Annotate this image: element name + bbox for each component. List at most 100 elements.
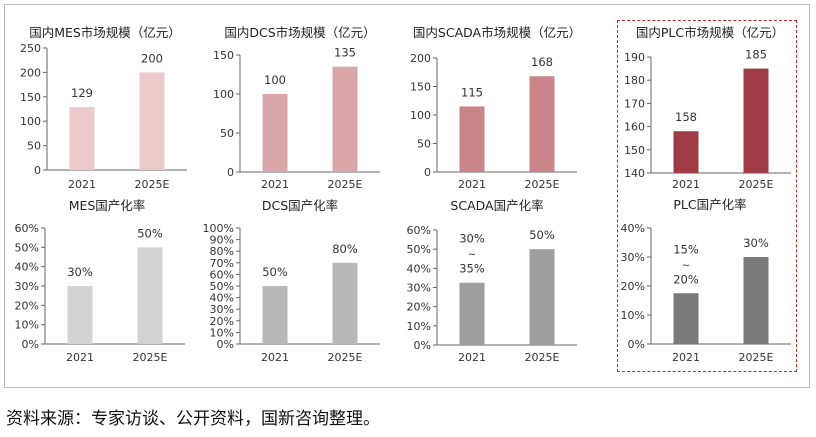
chart-1-bar-2 [139, 72, 165, 170]
chart-8-title: PLC国产化率 [673, 197, 746, 212]
chart-1-data-label: 129 [71, 86, 93, 100]
chart-5-bar-2 [137, 247, 163, 344]
chart-4-y-tick-label: 180 [624, 74, 645, 87]
chart-6-category-label: 2025E [328, 351, 363, 364]
source-note: 资料来源：专家访谈、公开资料，国新咨询整理。 [6, 409, 380, 429]
chart-3-bar-2 [529, 76, 555, 172]
chart-2-y-tick-label: 150 [213, 49, 234, 62]
chart-7-bar-2 [529, 249, 555, 345]
chart-7-data-label: ~ [468, 250, 476, 261]
chart-5-title: MES国产化率 [69, 198, 146, 213]
chart-8-bar-1 [673, 293, 699, 344]
chart-3-data-label: 115 [461, 85, 483, 99]
chart-2-category-label: 2021 [261, 178, 289, 191]
chart-5-y-tick-label: 30% [15, 280, 39, 293]
chart-1-y-tick-label: 50 [27, 140, 41, 153]
chart-5-y-tick-label: 20% [15, 299, 39, 312]
chart-6-y-tick-label: 60% [210, 268, 234, 281]
chart-2-bar-2 [332, 66, 358, 172]
charts-canvas: 国内MES市场规模（亿元） 0 50 100 150 200 250 2021 129 2025E… [15, 25, 791, 364]
chart-6-y-tick-label: 10% [210, 326, 234, 339]
chart-4-y-tick-label: 140 [624, 167, 645, 180]
chart-6-y-tick-label: 90% [210, 234, 234, 247]
plc-highlight-box [617, 20, 797, 372]
chart-1-y-tick-label: 150 [20, 91, 41, 104]
chart-4-bar-1 [673, 131, 699, 173]
chart-7-y-tick-label: 50% [407, 243, 431, 256]
chart-6-title: DCS国产化率 [262, 198, 338, 213]
chart-4-y-tick-label: 190 [624, 51, 645, 64]
chart-4-category-label: 2021 [672, 178, 700, 191]
chart-6-y-tick-label: 0% [217, 338, 234, 351]
chart-3-title: 国内SCADA市场规模（亿元） [413, 25, 581, 40]
chart-4-bar-2 [743, 68, 769, 173]
chart-3-y-tick-label: 150 [410, 81, 431, 94]
chart-8-data-label: 20% [673, 272, 699, 286]
chart-7-data-label: 30% [459, 232, 485, 246]
chart-2-y-tick-label: 100 [213, 88, 234, 101]
chart-5-y-tick-label: 60% [15, 222, 39, 235]
chart-6-y-tick-label: 30% [210, 303, 234, 316]
chart-6-data-label: 80% [332, 242, 358, 256]
chart-frame [4, 4, 810, 388]
chart-8-bar-2 [743, 257, 769, 344]
chart-5-category-label: 2021 [66, 351, 94, 364]
chart-7-category-label: 2021 [458, 351, 486, 364]
chart-2-category-label: 2025E [328, 178, 363, 191]
chart-5-y-tick-label: 40% [15, 261, 39, 274]
chart-6-y-tick-label: 70% [210, 257, 234, 270]
chart-1-y-tick-label: 200 [20, 66, 41, 79]
chart-7-data-label: 50% [529, 228, 555, 242]
chart-8-data-label: 15% [673, 242, 699, 256]
chart-1-y-tick-label: 100 [20, 115, 41, 128]
chart-3-bar-1 [459, 106, 485, 172]
chart-8-category-label: 2025E [739, 351, 774, 364]
chart-5-category-label: 2025E [133, 351, 168, 364]
chart-3-category-label: 2025E [525, 178, 560, 191]
chart-4-category-label: 2025E [739, 178, 774, 191]
chart-5-bar-1 [67, 286, 93, 344]
chart-3-y-tick-label: 0 [424, 166, 431, 179]
chart-1-category-label: 2025E [135, 178, 170, 191]
chart-8-y-tick-label: 20% [621, 280, 645, 293]
chart-2-y-tick-label: 50 [220, 127, 234, 140]
chart-6-y-tick-label: 100% [203, 222, 234, 235]
chart-4-y-tick-label: 150 [624, 144, 645, 157]
chart-2-y-tick-label: 0 [227, 166, 234, 179]
chart-3-y-tick-label: 50 [417, 138, 431, 151]
chart-7-y-tick-label: 40% [407, 262, 431, 275]
chart-5-y-tick-label: 50% [15, 241, 39, 254]
chart-3-data-label: 168 [531, 55, 553, 69]
chart-3-category-label: 2021 [458, 178, 486, 191]
chart-1-y-tick-label: 250 [20, 42, 41, 55]
chart-8-category-label: 2021 [672, 351, 700, 364]
chart-7-y-tick-label: 20% [407, 301, 431, 314]
chart-5-data-label: 30% [67, 265, 93, 279]
chart-2-title: 国内DCS市场规模（亿元） [224, 25, 375, 40]
chart-6-y-tick-label: 20% [210, 315, 234, 328]
chart-6-bar-2 [332, 262, 358, 344]
chart-7-y-tick-label: 10% [407, 320, 431, 333]
chart-1-bar-1 [69, 107, 95, 170]
chart-1-y-tick-label: 0 [34, 164, 41, 177]
chart-1-category-label: 2021 [68, 178, 96, 191]
chart-7-y-tick-label: 30% [407, 282, 431, 295]
chart-4-data-label: 185 [745, 48, 767, 62]
chart-2-data-label: 100 [264, 73, 286, 87]
chart-5-y-tick-label: 0% [22, 338, 39, 351]
chart-8-data-label: 30% [743, 236, 769, 250]
chart-3-y-tick-label: 200 [410, 52, 431, 65]
chart-3-y-tick-label: 100 [410, 109, 431, 122]
chart-7-data-label: 35% [459, 262, 485, 276]
chart-7-category-label: 2025E [525, 351, 560, 364]
chart-6-data-label: 50% [262, 265, 288, 279]
chart-1-title: 国内MES市场规模（亿元） [29, 25, 181, 40]
chart-1-data-label: 200 [141, 51, 163, 65]
chart-7-y-tick-label: 0% [414, 339, 431, 352]
chart-8-y-tick-label: 40% [621, 222, 645, 235]
chart-2-data-label: 135 [334, 46, 356, 60]
chart-6-y-tick-label: 40% [210, 292, 234, 305]
chart-4-y-tick-label: 160 [624, 121, 645, 134]
chart-4-data-label: 158 [675, 110, 697, 124]
chart-6-y-tick-label: 50% [210, 280, 234, 293]
